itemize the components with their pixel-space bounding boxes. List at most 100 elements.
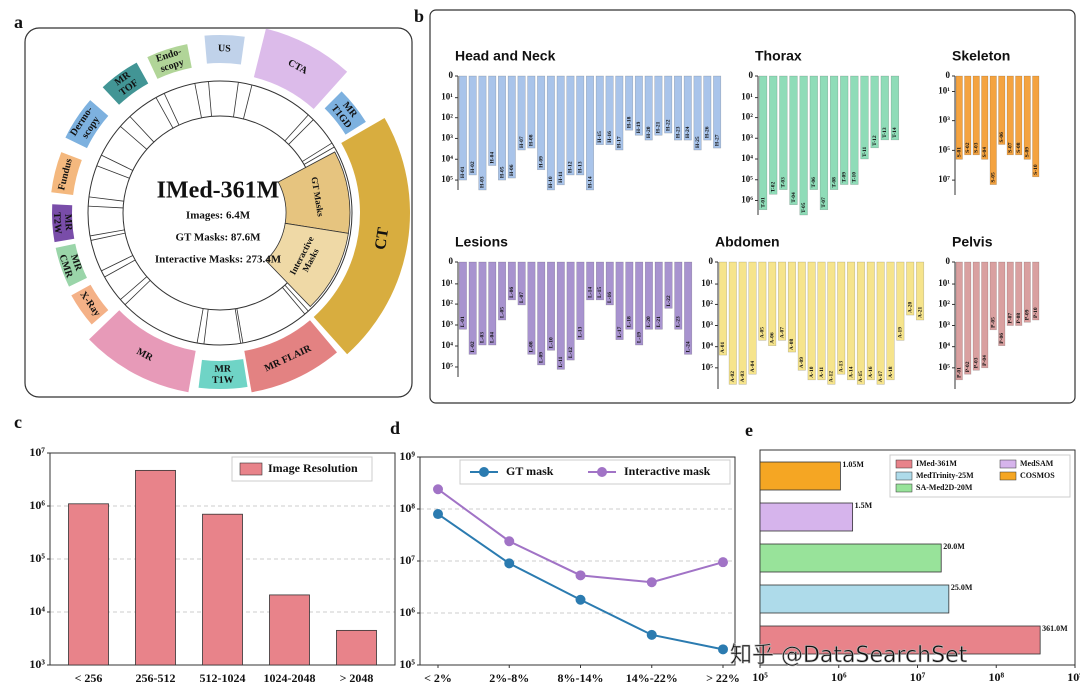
center-title: IMed-361M bbox=[157, 178, 280, 204]
bar-label: L-18 bbox=[627, 316, 633, 327]
y-tick-label: 10¹ bbox=[938, 278, 950, 288]
bar bbox=[769, 75, 778, 195]
bar bbox=[758, 261, 767, 341]
bar-label: H-08 bbox=[529, 134, 535, 146]
y-tick-label: 10⁵ bbox=[741, 174, 753, 184]
bar bbox=[596, 261, 604, 301]
bar-label: L-19 bbox=[636, 332, 642, 343]
sector-label: CT bbox=[372, 226, 392, 251]
bar bbox=[787, 261, 796, 353]
panel-label: b bbox=[414, 6, 424, 26]
ring-divider bbox=[120, 276, 148, 300]
marker bbox=[433, 484, 443, 495]
bar-label: H-27 bbox=[714, 134, 720, 146]
bar-label: A-07 bbox=[779, 327, 785, 339]
y-tick-label: 10³ bbox=[938, 320, 950, 330]
legend-label: MedTrinity-25M bbox=[916, 471, 974, 480]
bar-label: L-02 bbox=[470, 341, 476, 352]
x-tick-label: 256-512 bbox=[136, 671, 176, 685]
y-tick-label: 10⁸ bbox=[399, 501, 415, 515]
bar bbox=[856, 261, 865, 385]
marker bbox=[718, 557, 728, 568]
ring-divider bbox=[88, 205, 124, 209]
legend-swatch bbox=[999, 459, 1017, 469]
bar-label: T-08 bbox=[831, 177, 837, 188]
bar bbox=[498, 261, 507, 321]
modality-sector bbox=[253, 28, 348, 109]
bar-label: A-01 bbox=[720, 342, 726, 354]
marker bbox=[433, 509, 443, 520]
x-tick-label: < 2% bbox=[424, 671, 452, 685]
ring-divider bbox=[208, 81, 212, 117]
chart-title: Pelvis bbox=[952, 234, 993, 250]
bar bbox=[336, 629, 377, 666]
bar bbox=[68, 503, 109, 666]
y-tick-label: 10¹ bbox=[701, 278, 713, 288]
bar-label: H-01 bbox=[460, 166, 466, 178]
modality-sector bbox=[55, 243, 87, 287]
bar bbox=[644, 261, 653, 330]
bar-label: H-16 bbox=[607, 131, 613, 143]
bar-label: L-01 bbox=[460, 316, 466, 327]
chart-title: Abdomen bbox=[715, 234, 780, 250]
bar-label: P-05 bbox=[991, 317, 997, 328]
bar-label: L-13 bbox=[578, 326, 584, 337]
ring-divider bbox=[236, 308, 244, 344]
bar-label: H-09 bbox=[538, 156, 544, 168]
modality-sector bbox=[198, 359, 248, 389]
y-tick-label: 10⁴ bbox=[741, 153, 753, 163]
bar-label: A-04 bbox=[750, 361, 756, 373]
bar-label: H-10 bbox=[548, 176, 554, 188]
bar bbox=[759, 543, 942, 573]
bar bbox=[644, 75, 653, 141]
modality-sector bbox=[204, 34, 245, 65]
bar bbox=[817, 261, 826, 381]
value-label: 25.0M bbox=[951, 583, 973, 592]
y-tick-label: 0 bbox=[449, 256, 454, 266]
modality-sector bbox=[51, 152, 82, 195]
bar bbox=[890, 75, 900, 141]
bar bbox=[827, 261, 836, 385]
sector-label-text: MR bbox=[214, 364, 232, 375]
ring-divider bbox=[163, 93, 180, 126]
bar bbox=[615, 75, 624, 151]
bar-label: A-10 bbox=[809, 366, 815, 378]
bar bbox=[135, 469, 176, 666]
value-label: 361.0M bbox=[1042, 624, 1068, 633]
bar-label: H-12 bbox=[568, 161, 574, 173]
bar-label: A-06 bbox=[769, 332, 775, 344]
bar-label: H-11 bbox=[558, 171, 564, 183]
bar bbox=[759, 461, 841, 491]
bar-label: L-10 bbox=[548, 337, 554, 348]
bar bbox=[488, 261, 497, 346]
bar bbox=[576, 261, 585, 340]
sector-label-text: MR bbox=[68, 253, 84, 273]
y-tick-label: 10² bbox=[741, 112, 753, 122]
chart-title: Head and Neck bbox=[455, 48, 556, 64]
center-stat: Images: 6.4M bbox=[186, 210, 251, 222]
bar bbox=[537, 75, 546, 171]
bar-label: S-03 bbox=[974, 142, 980, 153]
bar-label: P-02 bbox=[965, 361, 971, 372]
y-tick-label: 10⁶ bbox=[29, 498, 45, 512]
bar-label: H-22 bbox=[665, 119, 671, 131]
bar bbox=[713, 75, 722, 149]
bar bbox=[989, 261, 997, 331]
modality-sector bbox=[65, 100, 109, 149]
y-tick-label: 10³ bbox=[741, 132, 753, 142]
bar bbox=[517, 261, 526, 306]
bar bbox=[955, 75, 963, 160]
bar-label: T-13 bbox=[882, 127, 888, 138]
bar-label: A-19 bbox=[898, 327, 904, 339]
plot-frame bbox=[419, 456, 736, 666]
bar-label: H-07 bbox=[519, 136, 525, 148]
bar-label: L-17 bbox=[617, 326, 623, 337]
marker bbox=[646, 629, 657, 640]
bar bbox=[866, 261, 875, 381]
ring-divider bbox=[288, 119, 314, 145]
bar bbox=[478, 261, 487, 346]
modality-sector bbox=[102, 62, 149, 105]
marker bbox=[504, 558, 515, 569]
y-tick-label: 10⁷ bbox=[29, 445, 45, 459]
